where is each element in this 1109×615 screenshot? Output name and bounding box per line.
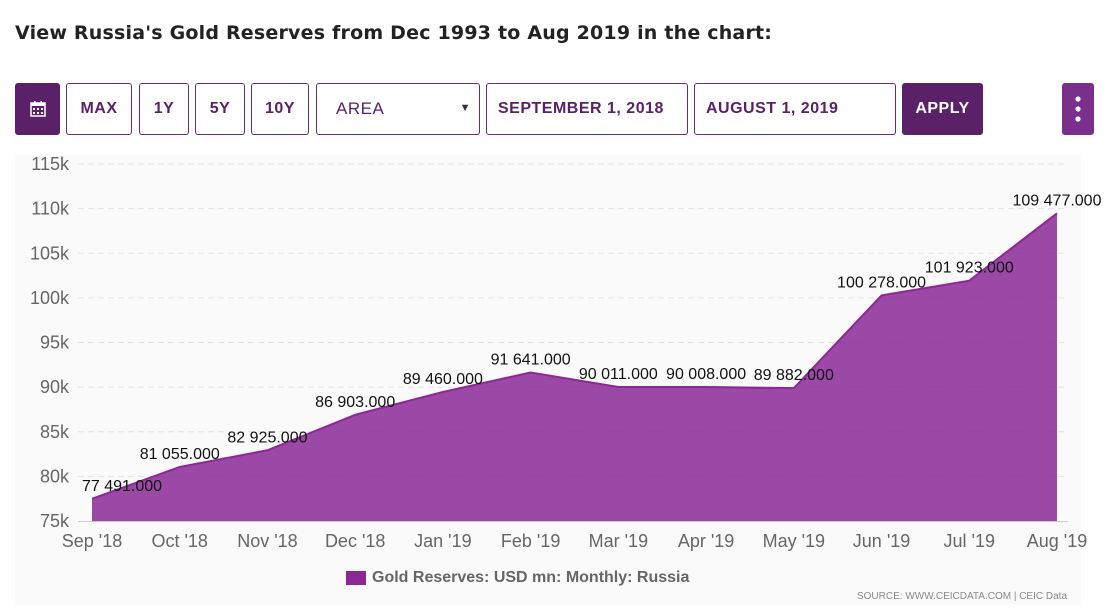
data-label: 82 925.000 [227,429,307,446]
data-label: 90 008.000 [666,366,746,383]
kebab-menu-icon [1075,96,1081,122]
y-tick-label: 105k [30,243,70,263]
data-label: 77 491.000 [82,478,162,495]
range-1y-button[interactable]: 1Y [139,83,189,135]
dropdown-arrow-icon: ▼ [459,102,471,114]
x-tick-label: Jun '19 [853,531,910,551]
apply-button[interactable]: APPLY [902,83,983,135]
y-tick-label: 90k [40,377,70,397]
y-tick-label: 115k [31,154,70,174]
data-label: 90 011.000 [579,366,658,383]
y-tick-label: 100k [30,288,70,308]
legend-swatch [346,571,366,585]
x-tick-label: Sep '18 [62,531,123,551]
data-label: 89 460.000 [403,371,483,388]
chart-legend[interactable]: Gold Reserves: USD mn: Monthly: Russia [346,568,689,588]
x-tick-label: Aug '19 [1027,531,1088,551]
range-max-button[interactable]: MAX [66,83,132,135]
data-label: 101 923.000 [925,260,1014,277]
chart-toolbar: MAX 1Y 5Y 10Y AREA ▼ SEPTEMBER 1, 2018 A… [0,83,1109,135]
x-tick-label: Jan '19 [414,531,471,551]
x-tick-label: Nov '18 [237,531,297,551]
x-tick-label: Jul '19 [944,531,995,551]
x-tick-label: Dec '18 [325,531,385,551]
range-10y-button[interactable]: 10Y [251,83,309,135]
source-credit: SOURCE: WWW.CEICDATA.COM | CEIC Data [856,591,1067,602]
calendar-icon [29,101,46,117]
data-label: 109 477.000 [1013,192,1102,209]
y-tick-label: 80k [40,466,70,486]
x-tick-label: May '19 [763,531,825,551]
page-heading: View Russia's Gold Reserves from Dec 199… [15,22,773,44]
x-tick-label: Feb '19 [501,531,560,551]
legend-label: Gold Reserves: USD mn: Monthly: Russia [372,569,690,586]
calendar-button[interactable] [15,83,60,135]
range-5y-button[interactable]: 5Y [195,83,245,135]
data-label: 100 278.000 [837,274,926,291]
x-tick-label: Oct '18 [151,531,207,551]
x-tick-label: Mar '19 [589,531,648,551]
data-label: 89 882.000 [754,367,834,384]
start-date-input[interactable]: SEPTEMBER 1, 2018 [486,83,688,135]
chart-type-select[interactable]: AREA ▼ [316,83,480,135]
y-tick-label: 110k [31,199,70,219]
y-tick-label: 75k [40,511,70,531]
y-tick-label: 85k [40,422,70,442]
data-label: 86 903.000 [315,394,395,411]
chart-type-value: AREA [336,99,385,118]
y-tick-label: 95k [40,333,70,353]
data-label: 81 055.000 [140,446,220,463]
data-label: 91 641.000 [491,351,571,368]
menu-button[interactable] [1062,83,1094,135]
x-tick-label: Apr '19 [678,531,734,551]
end-date-input[interactable]: AUGUST 1, 2019 [694,83,896,135]
series-area [92,213,1057,521]
series-line [91,212,1058,500]
